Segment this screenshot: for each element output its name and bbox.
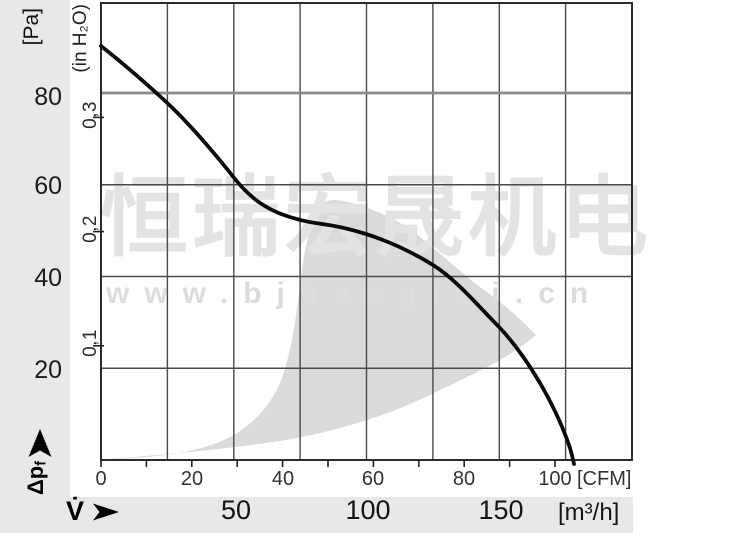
cfm-tick-marks <box>100 460 556 467</box>
cfm-tick-0: 0 <box>95 468 107 490</box>
y-axis-label-sub: f <box>33 461 50 466</box>
watermark-url-text: www.bjhengrui.cn <box>106 277 604 310</box>
inh2o-tick-02: 0,2 <box>80 215 101 243</box>
y-axis-label-base: Δp <box>23 465 48 496</box>
vertical-gridlines <box>166 3 567 460</box>
x-axis-unit-m3h: [m³/h] <box>558 499 620 526</box>
cfm-tick-20: 20 <box>180 468 204 490</box>
pa-tick-60: 60 <box>34 172 62 200</box>
inh2o-tick-marks <box>93 116 104 347</box>
y-axis-label: Δpf <box>23 461 49 495</box>
x-axis-unit-cfm: [CFM] <box>577 468 632 490</box>
cfm-tick-60: 60 <box>361 468 385 490</box>
y-axis-unit-inh2o: (in H₂O) <box>70 4 91 73</box>
x-axis-arrow-icon <box>93 503 119 521</box>
x-axis-label: V̇ <box>66 496 85 526</box>
pa-tick-40: 40 <box>34 264 62 292</box>
horizontal-gridlines <box>101 184 632 369</box>
inh2o-tick-01: 0,1 <box>80 329 101 357</box>
fan-curve <box>99 44 576 466</box>
watermark-brand-text: 恒瑞宏晟机电 <box>100 168 653 267</box>
inh2o-tick-03: 0,3 <box>80 101 101 129</box>
cfm-tick-100: 100 <box>538 468 572 490</box>
pa-tick-20: 20 <box>34 356 62 384</box>
cfm-tick-80: 80 <box>452 468 476 490</box>
y-axis-arrow-icon <box>28 429 52 457</box>
m3h-tick-50: 50 <box>220 495 252 525</box>
y-axis-unit-pa: [Pa] <box>20 8 43 46</box>
m3h-tick-150: 150 <box>478 495 524 525</box>
m3h-tick-100: 100 <box>345 495 391 525</box>
pa-tick-80: 80 <box>34 83 62 111</box>
cfm-tick-40: 40 <box>271 468 295 490</box>
